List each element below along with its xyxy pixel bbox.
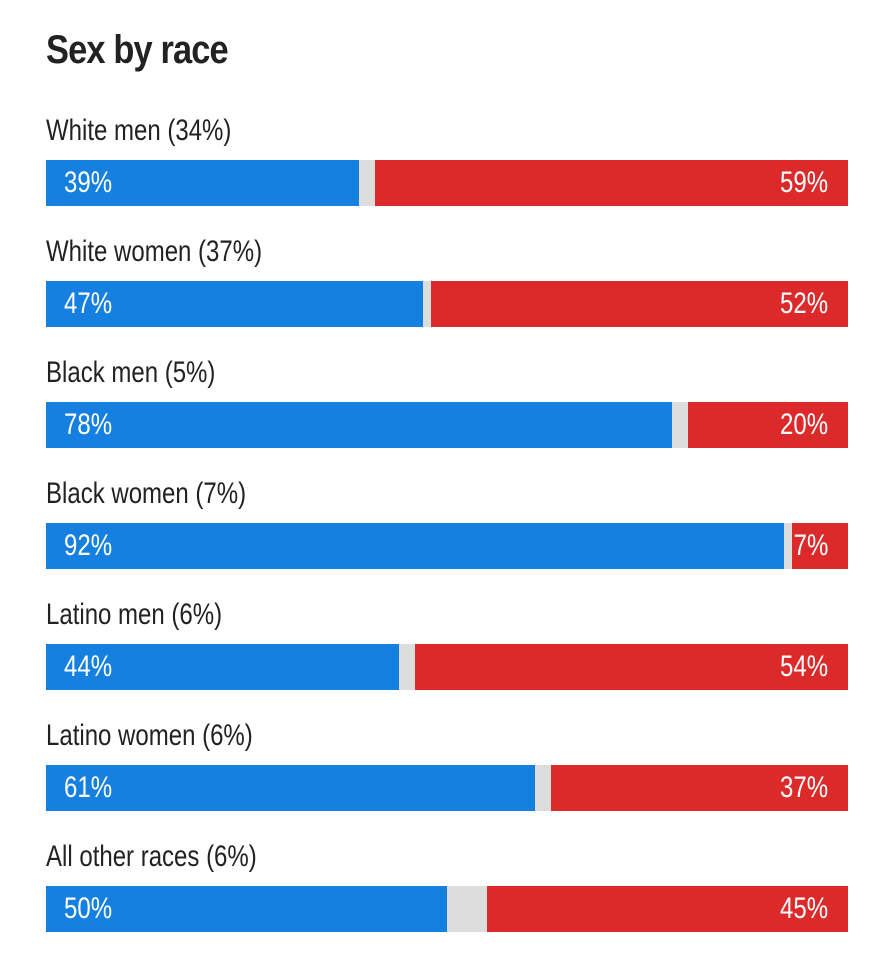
stacked-bar: 39% 59% bbox=[46, 160, 848, 206]
stacked-bar: 47% 52% bbox=[46, 281, 848, 327]
dem-segment bbox=[46, 402, 672, 448]
bar-label: White women (37%) bbox=[46, 235, 263, 268]
bar-label: Latino women (6%) bbox=[46, 719, 253, 752]
bar-row: Latino women (6%) 61% 37% bbox=[46, 719, 848, 811]
rep-value-label: 54% bbox=[779, 650, 828, 683]
stacked-bar: 78% 20% bbox=[46, 402, 848, 448]
chart-title: Sex by race bbox=[46, 28, 229, 72]
rep-value-label: 52% bbox=[779, 287, 828, 320]
bar-row: Black women (7%) 92% 7% bbox=[46, 477, 848, 569]
bar-label: All other races (6%) bbox=[46, 840, 257, 873]
dem-value-label: 61% bbox=[64, 771, 113, 804]
dem-segment bbox=[46, 765, 536, 811]
bar-row: All other races (6%) 50% 45% bbox=[46, 840, 848, 932]
dem-segment bbox=[46, 644, 399, 690]
bar-label: Latino men (6%) bbox=[46, 598, 223, 631]
rep-value-label: 20% bbox=[779, 408, 828, 441]
dem-value-label: 47% bbox=[64, 287, 113, 320]
stacked-bar: 50% 45% bbox=[46, 886, 848, 932]
bar-label: Black women (7%) bbox=[46, 477, 247, 510]
rep-segment bbox=[430, 281, 848, 327]
rep-segment bbox=[487, 886, 848, 932]
bar-row: White men (34%) 39% 59% bbox=[46, 114, 848, 206]
bar-label: Black men (5%) bbox=[46, 356, 216, 389]
bar-row: Latino men (6%) 44% 54% bbox=[46, 598, 848, 690]
dem-value-label: 92% bbox=[64, 529, 113, 562]
dem-value-label: 50% bbox=[64, 892, 113, 925]
stacked-bar: 61% 37% bbox=[46, 765, 848, 811]
bar-row: Black men (5%) 78% 20% bbox=[46, 356, 848, 448]
dem-value-label: 39% bbox=[64, 166, 113, 199]
rep-segment bbox=[791, 523, 848, 569]
bar-label: White men (34%) bbox=[46, 114, 232, 147]
dem-segment bbox=[46, 160, 359, 206]
rep-segment bbox=[551, 765, 848, 811]
rep-segment bbox=[687, 402, 848, 448]
dem-value-label: 78% bbox=[64, 408, 113, 441]
rep-value-label: 45% bbox=[779, 892, 828, 925]
rep-value-label: 59% bbox=[779, 166, 828, 199]
dem-segment bbox=[46, 523, 784, 569]
rep-segment bbox=[414, 644, 848, 690]
dem-segment bbox=[46, 281, 423, 327]
stacked-bar: 44% 54% bbox=[46, 644, 848, 690]
stacked-bar: 92% 7% bbox=[46, 523, 848, 569]
dem-value-label: 44% bbox=[64, 650, 113, 683]
rep-value-label: 37% bbox=[779, 771, 828, 804]
rep-segment bbox=[374, 160, 848, 206]
bar-row: White women (37%) 47% 52% bbox=[46, 235, 848, 327]
rep-value-label: 7% bbox=[793, 529, 828, 562]
dem-segment bbox=[46, 886, 447, 932]
